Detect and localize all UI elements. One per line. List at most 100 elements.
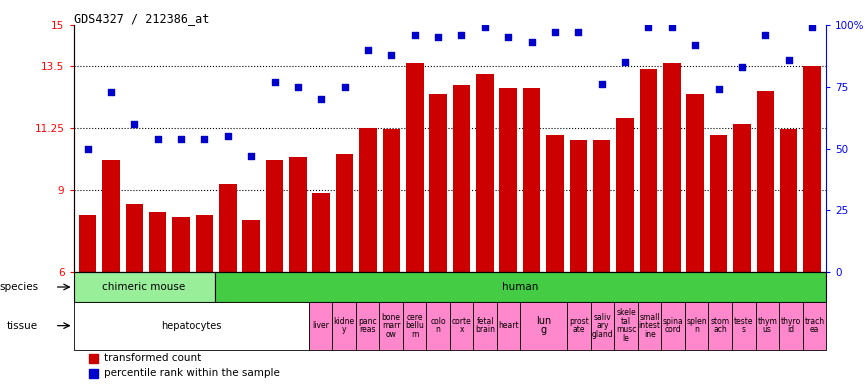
Point [361,46,375,53]
Bar [79,215,96,272]
Bar [476,74,494,272]
Bar [640,69,657,272]
Bar [149,212,166,272]
Bar [102,160,119,272]
Bar [309,302,332,349]
Point [735,64,749,70]
Bar [473,302,497,349]
Text: chimeric mouse: chimeric mouse [102,282,186,292]
Point [759,32,772,38]
Text: fetal
brain: fetal brain [475,317,495,334]
Bar [403,302,426,349]
Bar [757,91,774,272]
Text: thyro
id: thyro id [781,317,801,334]
Bar [426,302,450,349]
Text: bone
marr
ow: bone marr ow [381,313,400,339]
Bar [569,141,587,272]
Text: heart: heart [498,321,519,330]
Text: small
intest
ine: small intest ine [638,313,661,339]
Bar [522,88,541,272]
Text: species: species [0,282,38,292]
Bar [312,193,330,272]
Bar [617,118,634,272]
Bar [379,302,403,349]
Point [431,34,445,40]
Bar [803,302,826,349]
Point [267,79,281,85]
Bar [88,369,98,378]
Point [244,153,258,159]
Point [127,121,141,127]
Bar [429,94,447,272]
Bar [710,135,727,272]
Bar [125,204,143,272]
Point [548,29,562,35]
Text: splen
n: splen n [687,317,707,334]
Bar [780,129,798,272]
Bar [336,154,354,272]
Point [478,24,492,30]
Bar [332,302,356,349]
Point [618,59,632,65]
Text: saliv
ary
gland: saliv ary gland [592,313,613,339]
Text: percentile rank within the sample: percentile rank within the sample [104,368,279,378]
Bar [219,184,236,272]
Text: liver: liver [312,321,329,330]
Point [525,39,539,45]
Text: stom
ach: stom ach [711,317,730,334]
Point [174,136,188,142]
Bar [521,302,567,349]
Point [80,146,94,152]
Bar [546,135,564,272]
Text: corte
x: corte x [452,317,471,334]
Point [314,96,328,102]
Point [455,32,469,38]
Point [151,136,164,142]
Bar [779,302,803,349]
Bar [567,302,591,349]
Point [642,24,656,30]
Text: prost
ate: prost ate [569,317,589,334]
Text: tissue: tissue [7,321,38,331]
Bar [242,220,260,272]
Bar [755,302,779,349]
Point [407,32,421,38]
Bar [406,63,424,272]
Point [572,29,586,35]
Bar [734,124,751,272]
Bar [708,302,732,349]
Bar [88,354,98,363]
Bar [804,66,821,272]
Bar [74,302,309,349]
Point [104,89,118,95]
Point [291,84,304,90]
Text: GDS4327 / 212386_at: GDS4327 / 212386_at [74,12,209,25]
Bar [382,129,400,272]
Bar [638,302,662,349]
Bar [356,302,379,349]
Point [595,81,609,88]
Bar [195,215,213,272]
Text: panc
reas: panc reas [358,317,377,334]
Bar [663,63,681,272]
Text: hepatocytes: hepatocytes [161,321,221,331]
Text: trach
ea: trach ea [804,317,824,334]
Text: kidne
y: kidne y [333,317,355,334]
Bar [593,141,611,272]
Point [782,56,796,63]
Bar [732,302,755,349]
Text: spina
cord: spina cord [663,317,683,334]
Text: cere
bellu
m: cere bellu m [405,313,424,339]
Text: lun
g: lun g [536,316,552,336]
Point [337,84,351,90]
Bar [499,88,517,272]
Bar [172,217,189,272]
Bar [685,302,708,349]
Text: teste
s: teste s [734,317,753,334]
Text: colo
n: colo n [430,317,445,334]
Bar [359,128,377,272]
Text: skele
tal
musc
le: skele tal musc le [616,308,637,343]
Point [712,86,726,92]
Bar [591,302,614,349]
Bar [215,272,826,302]
